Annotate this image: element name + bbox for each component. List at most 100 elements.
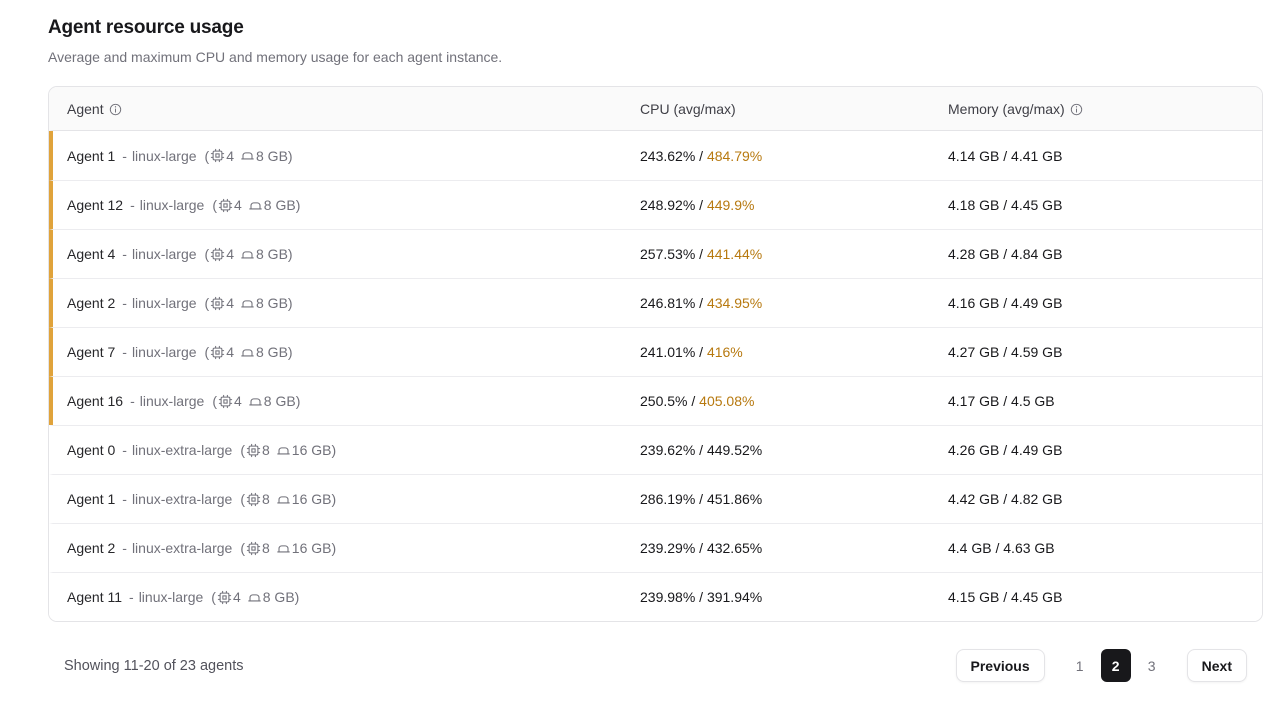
agent-ram-size: 8 GB <box>263 393 296 409</box>
page-2-button[interactable]: 2 <box>1100 649 1131 682</box>
previous-page-button[interactable]: Previous <box>955 649 1045 682</box>
column-header-agent-label: Agent <box>67 100 104 117</box>
agent-cpu-count: 4 <box>226 246 234 262</box>
memory-separator: / <box>999 589 1012 605</box>
agent-dash: - <box>122 246 127 262</box>
agent-spec: (4 8 GB) <box>205 344 293 360</box>
agent-dash: - <box>129 589 134 605</box>
agent-machine-type: linux-large <box>131 246 197 262</box>
cpu-avg-value: 286.19% <box>640 491 696 507</box>
cpu-max-value: 432.65% <box>706 540 763 556</box>
page-subtitle: Average and maximum CPU and memory usage… <box>48 49 503 65</box>
page-1-button[interactable]: 1 <box>1065 649 1095 682</box>
memory-cell: 4.14 GB / 4.41 GB <box>948 148 1262 164</box>
open-paren: ( <box>212 393 217 409</box>
ram-icon <box>240 345 255 360</box>
memory-avg-value: 4.4 GB <box>948 540 992 556</box>
open-paren: ( <box>204 295 210 311</box>
page-3-button[interactable]: 3 <box>1137 649 1167 682</box>
ram-icon <box>247 590 262 605</box>
cpu-avg-value: 246.81% <box>640 295 696 311</box>
agent-cpu-count: 4 <box>234 197 242 213</box>
memory-cell: 4.18 GB / 4.45 GB <box>948 197 1262 213</box>
memory-separator: / <box>999 295 1012 311</box>
agent-info-icon[interactable] <box>109 103 122 116</box>
cpu-separator: / <box>695 344 707 360</box>
open-paren: ( <box>204 344 210 360</box>
agent-name: Agent 7 <box>67 344 116 360</box>
memory-cell: 4.16 GB / 4.49 GB <box>948 295 1262 311</box>
agent-cpu-count: 4 <box>226 147 234 164</box>
memory-separator: / <box>991 540 1004 556</box>
agent-name: Agent 0 <box>67 442 116 458</box>
agent-machine-type: linux-extra-large <box>131 491 233 507</box>
agent-cell: Agent 2- linux-large (4 8 GB) <box>53 295 640 311</box>
memory-max-value: 4.5 GB <box>1011 393 1055 409</box>
agent-spec: (4 8 GB) <box>212 197 300 213</box>
cpu-chip-icon <box>246 492 261 507</box>
table-row: Agent 16- linux-large (4 8 GB) 250.5% / 405.… <box>49 376 1262 425</box>
agent-spec: (4 8 GB) <box>212 393 300 409</box>
agent-machine-type: linux-large <box>131 295 197 311</box>
close-paren: ) <box>331 540 337 556</box>
cpu-cell: 239.29% / 432.65% <box>640 540 948 556</box>
agent-ram-size: 8 GB <box>263 197 296 213</box>
table-row: Agent 4- linux-large (4 8 GB) 257.53% / 441.… <box>49 229 1262 278</box>
close-paren: ) <box>331 491 337 507</box>
agent-dash: - <box>122 442 127 458</box>
agent-ram-size: 8 GB <box>256 295 288 311</box>
agent-dash: - <box>130 197 135 213</box>
agent-cell: Agent 12- linux-large (4 8 GB) <box>53 197 640 213</box>
cpu-cell: 248.92% / 449.9% <box>640 197 948 213</box>
agent-cpu-count: 8 <box>261 540 270 556</box>
agent-name: Agent 1 <box>67 147 116 164</box>
ram-icon <box>248 198 263 213</box>
memory-cell: 4.4 GB / 4.63 GB <box>948 540 1262 556</box>
agent-dash: - <box>122 147 127 164</box>
ram-icon <box>248 394 263 409</box>
cpu-cell: 239.62% / 449.52% <box>640 442 948 458</box>
memory-cell: 4.42 GB / 4.82 GB <box>948 491 1262 507</box>
cpu-separator: / <box>695 540 707 556</box>
agent-dash: - <box>122 540 127 556</box>
memory-max-value: 4.41 GB <box>1011 147 1063 164</box>
table-row: Agent 2- linux-extra-large (8 16 GB) 239.29%… <box>49 523 1262 572</box>
agent-resource-usage-page: Agent resource usage Average and maximum… <box>48 17 1263 682</box>
cpu-max-value: 451.86% <box>706 491 763 507</box>
agent-ram-size: 8 GB <box>256 147 288 164</box>
agent-cell: Agent 4- linux-large (4 8 GB) <box>53 246 640 262</box>
memory-max-value: 4.84 GB <box>1011 246 1063 262</box>
open-paren: ( <box>240 540 245 556</box>
table-body: Agent 1- linux-large(4 8 GB) 243.62% / 484.… <box>49 131 1262 621</box>
next-page-button[interactable]: Next <box>1186 649 1247 682</box>
close-paren: ) <box>294 589 300 605</box>
column-header-memory: Memory (avg/max) <box>948 101 1262 117</box>
agent-spec: (4 8 GB) <box>205 148 293 164</box>
memory-info-icon[interactable] <box>1070 103 1083 116</box>
agent-cell: Agent 16- linux-large (4 8 GB) <box>53 393 640 409</box>
cpu-max-value: 449.52% <box>706 442 763 458</box>
agent-dash: - <box>122 344 127 360</box>
memory-max-value: 4.49 GB <box>1011 442 1063 458</box>
memory-max-value: 4.45 GB <box>1011 197 1063 213</box>
agent-cpu-count: 4 <box>232 589 241 605</box>
agent-cell: Agent 1- linux-large (4 8 GB) <box>53 148 640 164</box>
agent-cpu-count: 4 <box>234 393 242 409</box>
cpu-separator: / <box>695 442 707 458</box>
memory-separator: / <box>999 393 1012 409</box>
memory-cell: 4.27 GB / 4.59 GB <box>948 344 1262 360</box>
open-paren: ( <box>240 491 245 507</box>
cpu-max-value: 416% <box>706 344 743 360</box>
agent-cpu-count: 8 <box>261 491 270 507</box>
cpu-max-value: 484.79% <box>706 147 763 164</box>
ram-icon <box>276 443 291 458</box>
cpu-separator: / <box>695 197 707 213</box>
memory-avg-value: 4.14 GB <box>948 147 1000 164</box>
agent-usage-table: Agent CPU (avg/max) Memory (avg/max) Age… <box>48 86 1263 622</box>
table-row: Agent 1- linux-extra-large (8 16 GB) 286.19%… <box>49 474 1262 523</box>
table-row: Agent 7- linux-large (4 8 GB) 241.01% / 416%… <box>49 327 1262 376</box>
agent-machine-type: linux-large <box>139 197 205 213</box>
open-paren: ( <box>240 442 245 458</box>
